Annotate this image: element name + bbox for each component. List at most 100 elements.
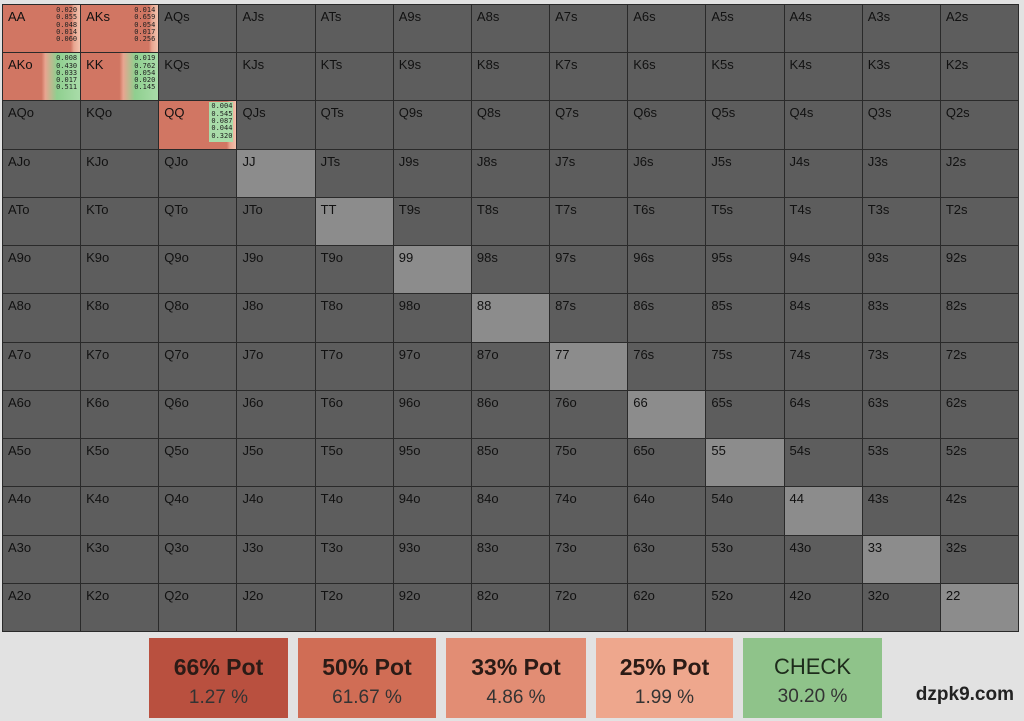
hand-cell[interactable]: Q4s (784, 101, 862, 149)
hand-cell[interactable]: KQs (159, 53, 237, 101)
hand-cell[interactable]: 96s (628, 246, 706, 294)
hand-cell[interactable]: T3o (315, 535, 393, 583)
hand-cell[interactable]: Q6o (159, 390, 237, 439)
hand-cell[interactable]: 63o (628, 535, 706, 583)
hand-cell[interactable]: Q9s (393, 101, 471, 149)
hand-cell[interactable]: JTo (237, 197, 315, 246)
hand-cell[interactable]: AKs 0.014 0.659 0.054 0.017 0.256 (81, 5, 159, 53)
hand-cell[interactable]: A3o (3, 535, 81, 583)
hand-cell[interactable]: J5s (706, 149, 784, 197)
hand-cell[interactable]: 85o (471, 439, 550, 487)
hand-cell[interactable]: 62o (628, 583, 706, 631)
hand-cell[interactable]: J7o (237, 342, 315, 390)
hand-cell[interactable]: Q4o (159, 487, 237, 535)
hand-cell[interactable]: 72o (550, 583, 628, 631)
hand-cell[interactable]: A6s (628, 5, 706, 53)
hand-cell[interactable]: 98o (393, 294, 471, 342)
hand-cell[interactable]: 52s (940, 439, 1018, 487)
hand-cell[interactable]: A7o (3, 342, 81, 390)
hand-cell[interactable]: Q2o (159, 583, 237, 631)
hand-cell[interactable]: Q7o (159, 342, 237, 390)
hand-cell[interactable]: Q3s (862, 101, 940, 149)
hand-cell[interactable]: 86s (628, 294, 706, 342)
hand-cell[interactable]: J2s (940, 149, 1018, 197)
hand-cell[interactable]: A8s (471, 5, 550, 53)
hand-cell[interactable]: J4o (237, 487, 315, 535)
hand-cell[interactable]: J6s (628, 149, 706, 197)
hand-cell[interactable]: Q3o (159, 535, 237, 583)
hand-cell[interactable]: Q8o (159, 294, 237, 342)
hand-cell[interactable]: 63s (862, 390, 940, 439)
hand-cell[interactable]: 53s (862, 439, 940, 487)
hand-cell[interactable]: 84s (784, 294, 862, 342)
hand-cell[interactable]: QTo (159, 197, 237, 246)
hand-cell[interactable]: K7o (81, 342, 159, 390)
hand-cell[interactable]: Q2s (940, 101, 1018, 149)
hand-cell[interactable]: J6o (237, 390, 315, 439)
bet-25-pot-button[interactable]: 25% Pot 1.99 % (596, 638, 733, 718)
hand-cell[interactable]: A9s (393, 5, 471, 53)
hand-cell[interactable]: 54o (706, 487, 784, 535)
bet-66-pot-button[interactable]: 66% Pot 1.27 % (149, 638, 288, 718)
hand-cell[interactable]: J4s (784, 149, 862, 197)
hand-cell[interactable]: 43o (784, 535, 862, 583)
hand-cell[interactable]: A6o (3, 390, 81, 439)
hand-cell[interactable]: 44 (784, 487, 862, 535)
hand-cell[interactable]: 73s (862, 342, 940, 390)
hand-cell[interactable]: J3o (237, 535, 315, 583)
hand-cell[interactable]: K8o (81, 294, 159, 342)
hand-cell[interactable]: A4o (3, 487, 81, 535)
hand-cell[interactable]: 76s (628, 342, 706, 390)
hand-cell[interactable]: QQ 0.004 0.545 0.087 0.044 0.320 (159, 101, 237, 149)
hand-cell[interactable]: Q6s (628, 101, 706, 149)
hand-cell[interactable]: 97o (393, 342, 471, 390)
hand-cell[interactable]: Q9o (159, 246, 237, 294)
hand-cell[interactable]: 84o (471, 487, 550, 535)
hand-cell[interactable]: K4s (784, 53, 862, 101)
hand-cell[interactable]: AQs (159, 5, 237, 53)
hand-cell[interactable]: AQo (3, 101, 81, 149)
hand-cell[interactable]: AKo 0.008 0.430 0.033 0.017 0.511 (3, 53, 81, 101)
hand-cell[interactable]: J9s (393, 149, 471, 197)
hand-cell[interactable]: JTs (315, 149, 393, 197)
hand-cell[interactable]: 32s (940, 535, 1018, 583)
hand-cell[interactable]: 93o (393, 535, 471, 583)
hand-cell[interactable]: T5s (706, 197, 784, 246)
hand-cell[interactable]: 65s (706, 390, 784, 439)
hand-cell[interactable]: K6o (81, 390, 159, 439)
hand-cell[interactable]: A5o (3, 439, 81, 487)
hand-cell[interactable]: K4o (81, 487, 159, 535)
hand-cell[interactable]: 64o (628, 487, 706, 535)
hand-cell[interactable]: T2o (315, 583, 393, 631)
hand-cell[interactable]: T2s (940, 197, 1018, 246)
hand-cell[interactable]: T4o (315, 487, 393, 535)
hand-cell[interactable]: T5o (315, 439, 393, 487)
hand-cell[interactable]: 87s (550, 294, 628, 342)
hand-cell[interactable]: 85s (706, 294, 784, 342)
hand-cell[interactable]: K7s (550, 53, 628, 101)
hand-cell[interactable]: J5o (237, 439, 315, 487)
hand-cell[interactable]: ATs (315, 5, 393, 53)
hand-cell[interactable]: JJ (237, 149, 315, 197)
hand-cell[interactable]: K3o (81, 535, 159, 583)
hand-cell[interactable]: 94s (784, 246, 862, 294)
hand-cell[interactable]: 87o (471, 342, 550, 390)
hand-cell[interactable]: KJs (237, 53, 315, 101)
hand-cell[interactable]: T8s (471, 197, 550, 246)
hand-cell[interactable]: T6o (315, 390, 393, 439)
hand-cell[interactable]: T4s (784, 197, 862, 246)
hand-cell[interactable]: Q8s (471, 101, 550, 149)
hand-cell[interactable]: T8o (315, 294, 393, 342)
hand-cell[interactable]: A4s (784, 5, 862, 53)
hand-cell[interactable]: K2o (81, 583, 159, 631)
hand-cell[interactable]: 75s (706, 342, 784, 390)
hand-cell[interactable]: 88 (471, 294, 550, 342)
hand-cell[interactable]: 53o (706, 535, 784, 583)
hand-cell[interactable]: KQo (81, 101, 159, 149)
hand-cell[interactable]: 94o (393, 487, 471, 535)
hand-cell[interactable]: A7s (550, 5, 628, 53)
hand-cell[interactable]: KTo (81, 197, 159, 246)
hand-cell[interactable]: 96o (393, 390, 471, 439)
hand-cell[interactable]: A2o (3, 583, 81, 631)
hand-cell[interactable]: A3s (862, 5, 940, 53)
